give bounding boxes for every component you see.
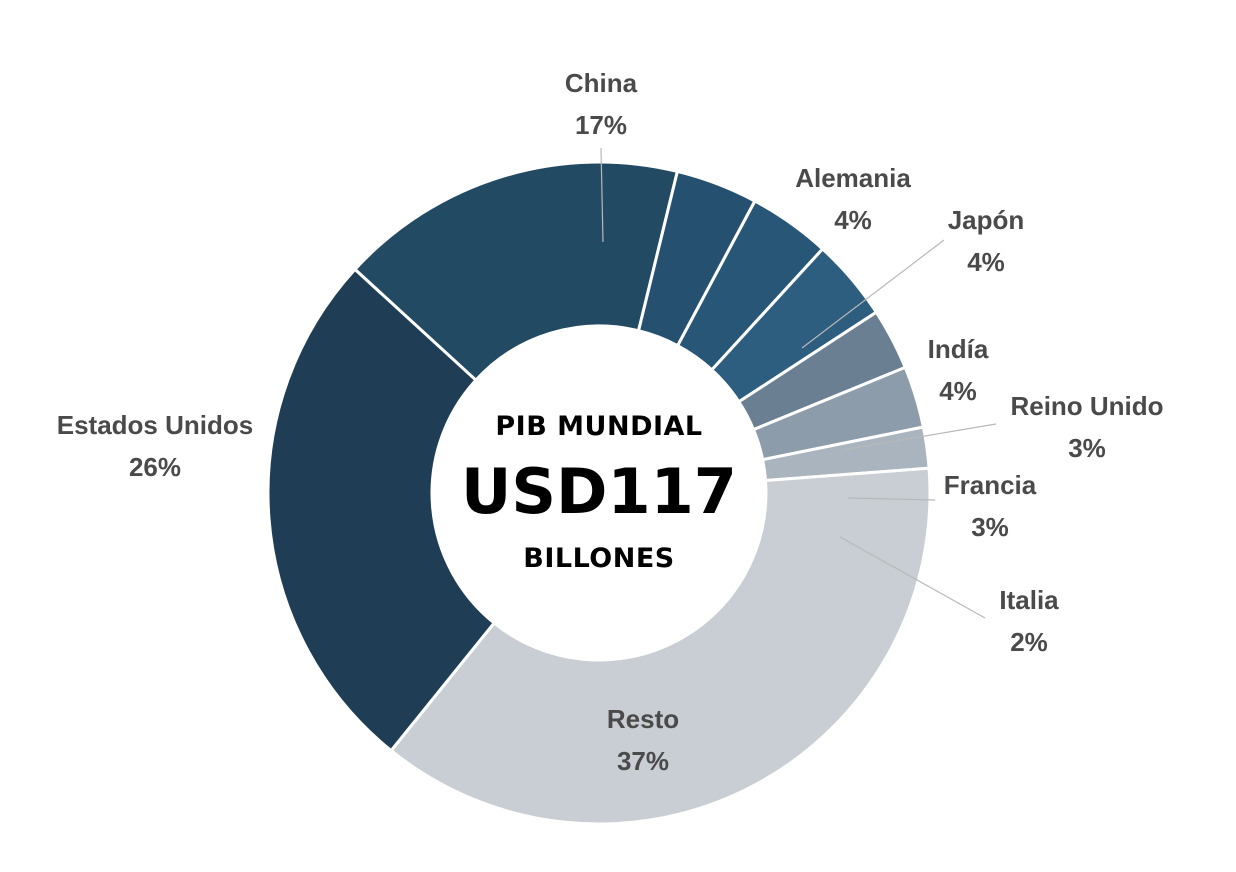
center-title: PIB MUNDIAL (495, 411, 702, 442)
slice-value-label: 3% (971, 512, 1009, 542)
slice-value-label: 17% (575, 110, 627, 140)
slice-value-label: 4% (967, 247, 1005, 277)
leader-line (600, 147, 604, 243)
slice-category-label: Japón (948, 205, 1025, 235)
center-unit: BILLONES (523, 543, 675, 574)
slice-category-label: Indía (928, 334, 989, 364)
slice-category-label: China (565, 68, 638, 98)
leader-lines (600, 147, 997, 619)
slice-category-label: Reino Unido (1010, 391, 1163, 421)
slice-category-label: Estados Unidos (57, 410, 253, 440)
slice-value-label: 2% (1010, 627, 1048, 657)
slice-category-label: Italia (999, 585, 1059, 615)
slice-category-label: Resto (607, 704, 679, 734)
slice-china (352, 160, 680, 383)
slice-category-label: Francia (944, 470, 1037, 500)
leader-line (847, 497, 936, 501)
slice-value-label: 3% (1068, 433, 1106, 463)
slice-labels: China 17% Alemania 4% Japón 4% Indía 4% Reino Un… (57, 68, 1164, 776)
center-label: PIB MUNDIAL USD117 BILLONES (461, 411, 737, 574)
slice-estados-unidos (266, 267, 497, 753)
leader-line (841, 423, 997, 451)
slice-value-label: 4% (939, 376, 977, 406)
slice-value-label: 4% (834, 205, 872, 235)
leader-line (801, 239, 945, 349)
slices (266, 160, 932, 826)
slice-resto (389, 466, 932, 826)
slice-value-label: 37% (617, 746, 669, 776)
center-value: USD117 (461, 455, 737, 528)
slice-category-label: Alemania (795, 163, 911, 193)
slice-value-label: 26% (129, 452, 181, 482)
leader-line (839, 536, 986, 619)
